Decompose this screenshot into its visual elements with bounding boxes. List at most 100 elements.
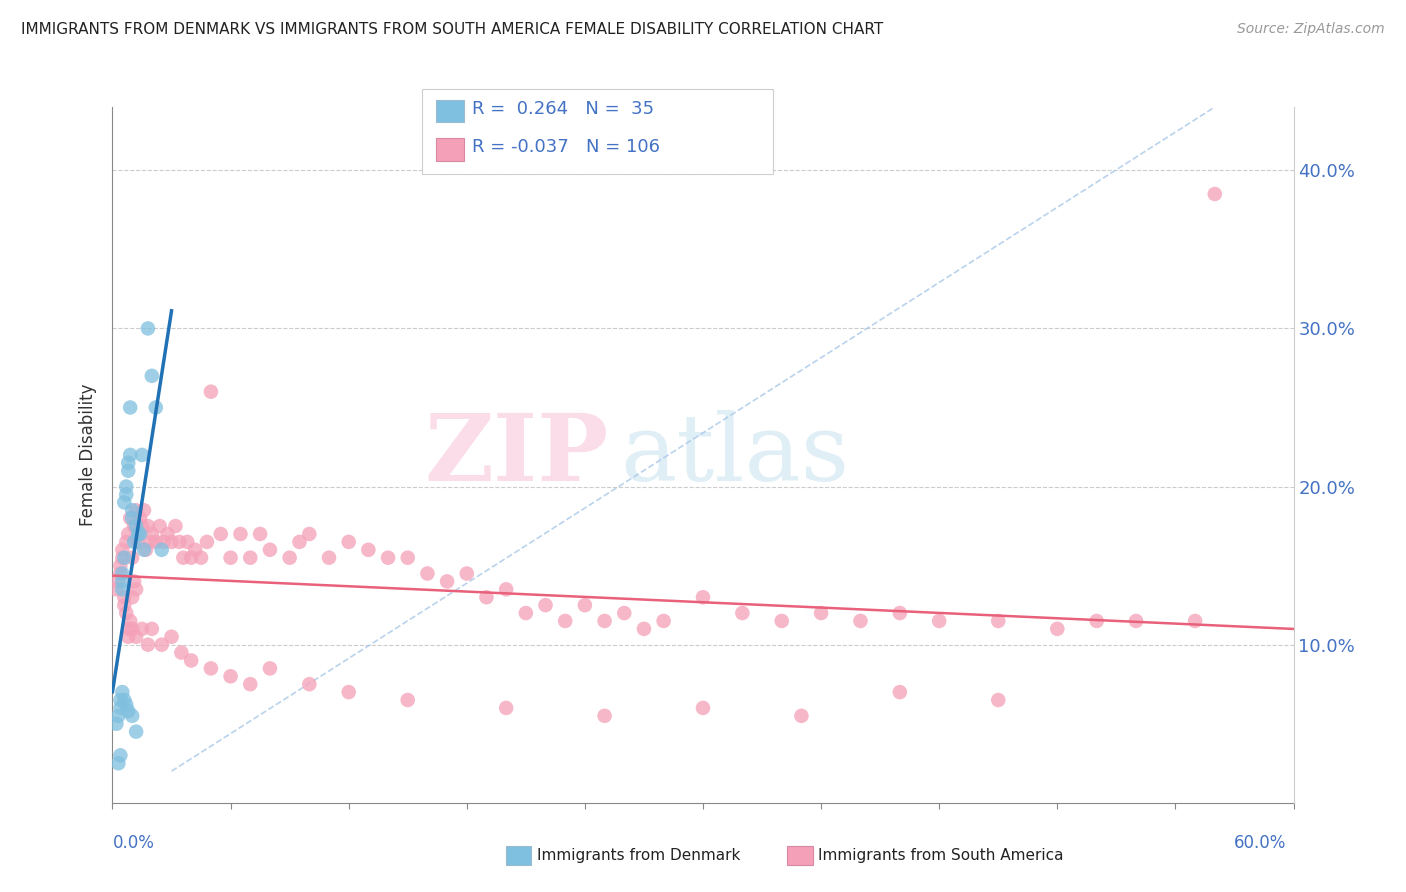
- Point: [1204, 186, 1226, 201]
- Point: [298, 677, 321, 691]
- Point: [139, 534, 162, 549]
- Point: [160, 630, 183, 644]
- Point: [120, 401, 142, 415]
- Point: [127, 527, 149, 541]
- Point: [180, 653, 202, 667]
- Point: [145, 534, 167, 549]
- Point: [141, 368, 163, 383]
- Point: [110, 693, 132, 707]
- Point: [574, 598, 596, 612]
- Point: [416, 566, 439, 581]
- Point: [318, 550, 340, 565]
- Point: [180, 550, 202, 565]
- Point: [731, 606, 754, 620]
- Point: [149, 519, 172, 533]
- Point: [115, 534, 138, 549]
- Point: [278, 550, 301, 565]
- Point: [593, 708, 616, 723]
- Point: [259, 542, 281, 557]
- Point: [987, 693, 1010, 707]
- Point: [117, 622, 139, 636]
- Point: [141, 527, 163, 541]
- Point: [170, 646, 193, 660]
- Point: [219, 669, 242, 683]
- Point: [112, 495, 135, 509]
- Point: [117, 630, 139, 644]
- Text: Immigrants from South America: Immigrants from South America: [818, 848, 1064, 863]
- Point: [120, 448, 142, 462]
- Point: [136, 519, 159, 533]
- Point: [219, 550, 242, 565]
- Point: [987, 614, 1010, 628]
- Point: [652, 614, 675, 628]
- Point: [152, 534, 174, 549]
- Point: [165, 519, 187, 533]
- Point: [110, 566, 132, 581]
- Point: [169, 534, 191, 549]
- Point: [495, 701, 517, 715]
- Text: Immigrants from Denmark: Immigrants from Denmark: [537, 848, 741, 863]
- Point: [1085, 614, 1108, 628]
- Point: [121, 591, 143, 605]
- Point: [396, 550, 419, 565]
- Point: [889, 685, 911, 699]
- Point: [132, 542, 155, 557]
- Point: [209, 527, 232, 541]
- Point: [110, 558, 132, 573]
- Point: [125, 503, 148, 517]
- Text: Source: ZipAtlas.com: Source: ZipAtlas.com: [1237, 22, 1385, 37]
- Point: [495, 582, 517, 597]
- Point: [115, 487, 138, 501]
- Text: ZIP: ZIP: [425, 410, 609, 500]
- Point: [135, 542, 157, 557]
- Point: [111, 574, 134, 589]
- Point: [121, 503, 143, 517]
- Point: [249, 527, 271, 541]
- Point: [125, 582, 148, 597]
- Point: [160, 534, 183, 549]
- Point: [115, 698, 138, 712]
- Point: [117, 464, 139, 478]
- Point: [200, 661, 222, 675]
- Point: [105, 716, 128, 731]
- Text: IMMIGRANTS FROM DENMARK VS IMMIGRANTS FROM SOUTH AMERICA FEMALE DISABILITY CORRE: IMMIGRANTS FROM DENMARK VS IMMIGRANTS FR…: [21, 22, 883, 37]
- Point: [107, 756, 129, 771]
- Point: [613, 606, 636, 620]
- Point: [288, 534, 311, 549]
- Point: [1125, 614, 1147, 628]
- Point: [298, 527, 321, 541]
- Point: [125, 519, 148, 533]
- Point: [129, 511, 152, 525]
- Point: [121, 708, 143, 723]
- Point: [112, 591, 135, 605]
- Point: [115, 479, 138, 493]
- Point: [131, 519, 153, 533]
- Point: [121, 550, 143, 565]
- Point: [122, 534, 145, 549]
- Point: [259, 661, 281, 675]
- Point: [889, 606, 911, 620]
- Point: [195, 534, 218, 549]
- Point: [239, 677, 262, 691]
- Point: [150, 638, 173, 652]
- Point: [593, 614, 616, 628]
- Point: [127, 527, 149, 541]
- Point: [111, 582, 134, 597]
- Text: R = -0.037   N = 106: R = -0.037 N = 106: [472, 138, 661, 156]
- Point: [172, 550, 194, 565]
- Point: [1046, 622, 1069, 636]
- Point: [515, 606, 537, 620]
- Point: [337, 685, 360, 699]
- Point: [115, 606, 138, 620]
- Point: [120, 511, 142, 525]
- Point: [396, 693, 419, 707]
- Point: [112, 693, 135, 707]
- Point: [121, 511, 143, 525]
- Point: [190, 550, 212, 565]
- Point: [136, 321, 159, 335]
- Point: [156, 527, 179, 541]
- Point: [111, 566, 134, 581]
- Point: [111, 542, 134, 557]
- Point: [122, 519, 145, 533]
- Point: [117, 456, 139, 470]
